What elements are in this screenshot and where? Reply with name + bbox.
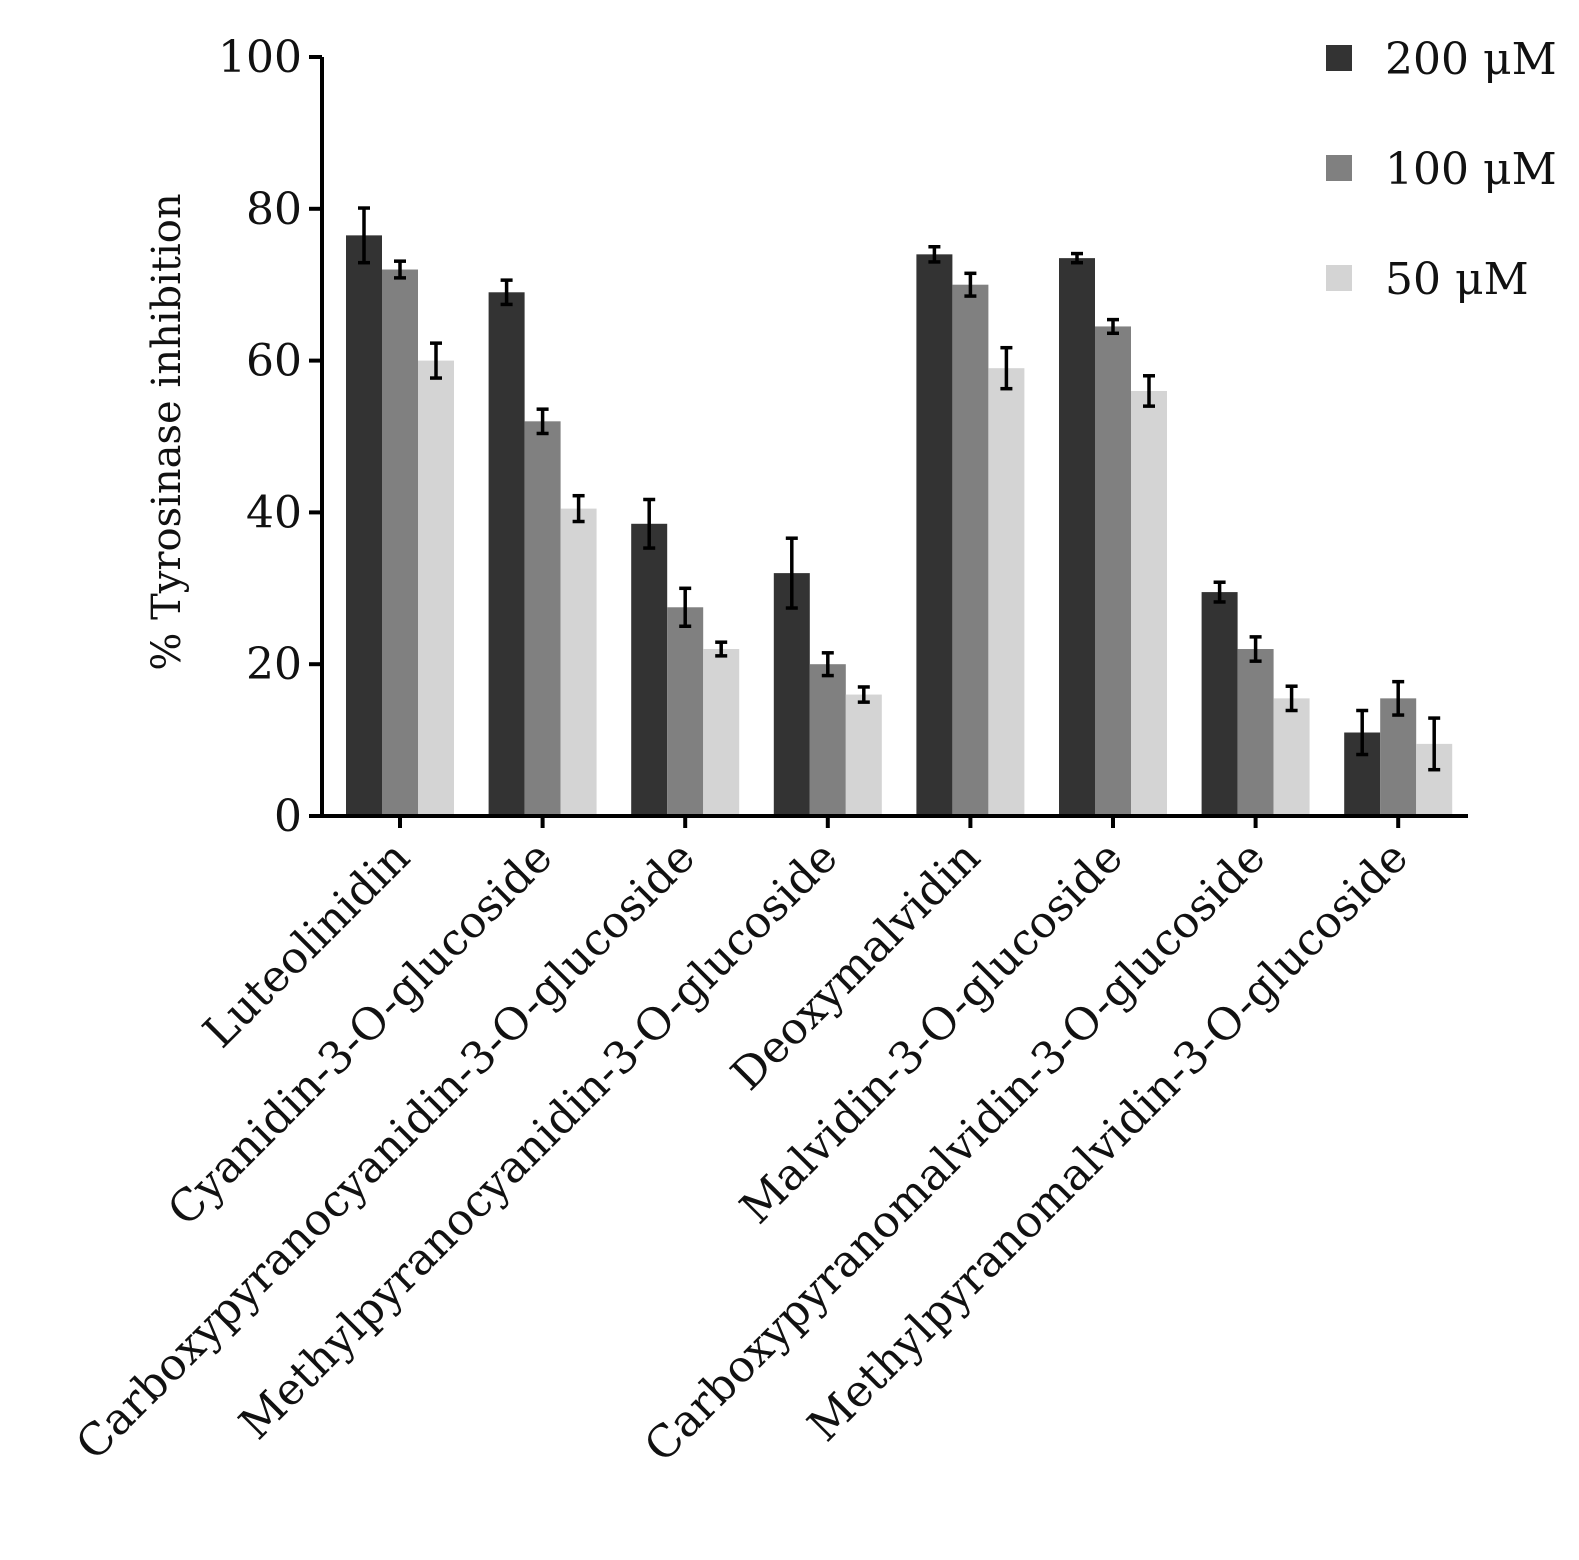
- y-axis-title: % Tyrosinase inhibition: [144, 193, 190, 670]
- bar-7-series-2: [1237, 649, 1274, 816]
- legend-swatch-3: [1326, 265, 1352, 291]
- y-tick-label-100: 100: [218, 32, 302, 83]
- legend-label-3: 50 μM: [1385, 254, 1529, 305]
- y-tick-label-20: 20: [246, 639, 302, 690]
- bar-3-series-1: [631, 523, 668, 816]
- bar-4-series-3: [845, 694, 882, 816]
- bar-3-series-3: [703, 649, 740, 816]
- x-category-label-3: Carboxypyranocyanidin-3-O-glucoside: [66, 832, 704, 1470]
- bar-5-series-2: [952, 284, 989, 816]
- bar-3-series-2: [667, 607, 704, 816]
- error-bars-group: [358, 206, 1441, 772]
- bar-1-series-3: [418, 360, 454, 816]
- bar-7-series-3: [1273, 698, 1310, 816]
- y-tick-label-0: 0: [274, 791, 302, 842]
- bar-4-series-2: [809, 664, 846, 816]
- bar-7-series-1: [1201, 592, 1238, 816]
- legend-swatch-2: [1326, 155, 1352, 181]
- bar-6-series-1: [1059, 258, 1095, 816]
- legend-label-1: 200 μM: [1385, 34, 1557, 85]
- x-category-label-5: Deoxymalvidin: [721, 832, 990, 1101]
- bar-1-series-1: [346, 235, 382, 817]
- bar-6-series-3: [1131, 390, 1167, 816]
- bar-8-series-2: [1380, 698, 1417, 816]
- y-tick-label-60: 60: [246, 336, 302, 387]
- bar-2-series-1: [488, 292, 525, 816]
- legend: 200 μM 100 μM 50 μM: [1326, 34, 1557, 305]
- bar-5-series-3: [988, 368, 1025, 816]
- y-tick-label-40: 40: [246, 487, 302, 538]
- bar-2-series-2: [524, 421, 561, 816]
- legend-label-2: 100 μM: [1385, 144, 1557, 195]
- bar-6-series-2: [1095, 326, 1131, 816]
- bar-1-series-2: [382, 269, 418, 816]
- bars-group: [346, 235, 1453, 817]
- bar-4-series-1: [773, 573, 810, 816]
- legend-swatch-1: [1326, 45, 1352, 71]
- bar-5-series-1: [916, 254, 953, 817]
- y-tick-label-80: 80: [246, 184, 302, 235]
- bar-2-series-3: [560, 508, 597, 816]
